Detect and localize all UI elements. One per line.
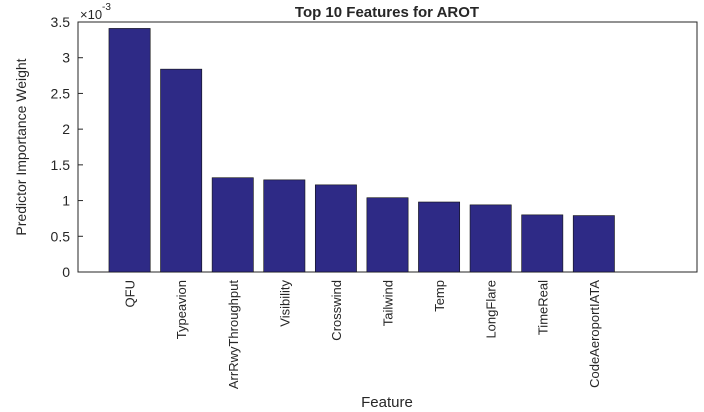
y-tick-label: 3.5 [51, 14, 71, 30]
y-tick-label: 3 [62, 50, 70, 66]
x-tick-label: Crosswind [329, 280, 344, 341]
axis-multiplier-exponent: -3 [102, 2, 111, 13]
bar [314, 184, 357, 273]
bar [572, 215, 615, 273]
bar [160, 68, 203, 273]
bar [211, 177, 254, 273]
x-tick-label: ArrRwyThroughput [226, 280, 241, 389]
x-tick-label: TimeReal [535, 280, 550, 335]
bar [418, 201, 461, 273]
x-tick-label: Typeavion [174, 280, 189, 339]
x-tick-label: QFU [123, 280, 138, 307]
x-tick-label: Temp [432, 280, 447, 312]
y-tick-label: 0.5 [51, 228, 71, 244]
y-tick-label: 2.5 [51, 85, 71, 101]
y-tick-label: 2 [62, 121, 70, 137]
x-tick-label: LongFlare [484, 280, 499, 339]
bar [108, 28, 151, 273]
y-tick-label: 0 [62, 264, 70, 280]
y-tick-label: 1 [62, 193, 70, 209]
bar [366, 197, 409, 273]
x-axis-label: Feature [361, 394, 413, 411]
chart-title: Top 10 Features for AROT [295, 4, 479, 21]
bar [469, 204, 512, 273]
x-tick-label: Tailwind [381, 280, 396, 326]
y-axis-label: Predictor Importance Weight [13, 58, 29, 235]
x-tick-label: Visibility [277, 280, 292, 327]
bar [263, 179, 306, 273]
bar [521, 214, 564, 273]
y-tick-label: 1.5 [51, 157, 71, 173]
axis-multiplier: ×10 [80, 7, 102, 22]
x-tick-label: CodeAeroportIATA [587, 280, 602, 388]
